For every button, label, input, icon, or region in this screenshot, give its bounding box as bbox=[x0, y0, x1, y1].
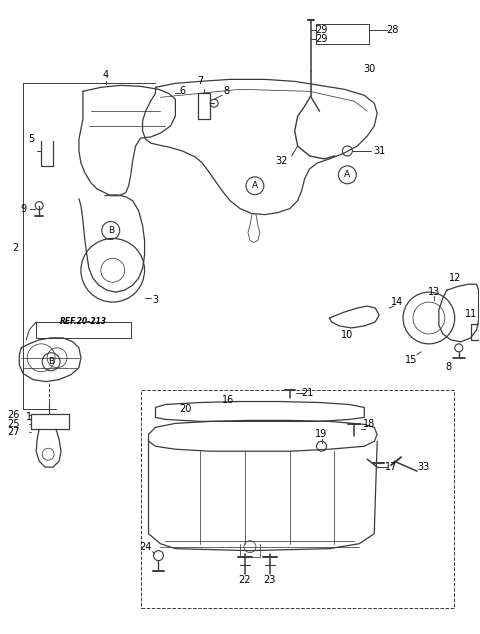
Text: 22: 22 bbox=[239, 576, 251, 585]
Text: 20: 20 bbox=[179, 404, 192, 415]
Text: 19: 19 bbox=[315, 429, 328, 439]
Text: 24: 24 bbox=[139, 541, 152, 552]
Text: A: A bbox=[252, 181, 258, 190]
Text: 28: 28 bbox=[386, 25, 398, 35]
Text: 33: 33 bbox=[418, 462, 430, 472]
Text: 8: 8 bbox=[446, 362, 452, 372]
Text: 4: 4 bbox=[103, 70, 109, 81]
Text: B: B bbox=[48, 357, 54, 366]
Text: REF.20-213: REF.20-213 bbox=[60, 318, 107, 327]
Text: 16: 16 bbox=[222, 394, 234, 404]
Text: 3: 3 bbox=[153, 295, 158, 305]
Text: 8: 8 bbox=[223, 86, 229, 96]
Text: 2: 2 bbox=[12, 243, 18, 254]
Text: 25: 25 bbox=[7, 419, 19, 429]
Bar bbox=[141, 389, 454, 608]
Text: B: B bbox=[108, 226, 114, 235]
Text: 29: 29 bbox=[315, 34, 328, 44]
Text: 29: 29 bbox=[315, 25, 328, 35]
Text: 32: 32 bbox=[276, 156, 288, 166]
Text: 18: 18 bbox=[363, 419, 375, 429]
Text: 6: 6 bbox=[179, 86, 185, 96]
Text: 10: 10 bbox=[341, 330, 353, 340]
Text: 26: 26 bbox=[7, 410, 19, 420]
Text: 15: 15 bbox=[405, 355, 417, 365]
Text: 21: 21 bbox=[301, 387, 314, 398]
Text: 1: 1 bbox=[26, 412, 32, 422]
Text: 14: 14 bbox=[391, 297, 403, 307]
Text: 31: 31 bbox=[373, 146, 385, 156]
Text: 12: 12 bbox=[449, 273, 461, 283]
Text: 17: 17 bbox=[385, 462, 397, 472]
Text: 27: 27 bbox=[7, 427, 19, 437]
Text: A: A bbox=[344, 171, 350, 179]
Text: 5: 5 bbox=[28, 134, 35, 144]
Text: 30: 30 bbox=[363, 65, 375, 74]
Text: 23: 23 bbox=[264, 576, 276, 585]
Text: 9: 9 bbox=[20, 204, 26, 214]
Text: 13: 13 bbox=[428, 287, 440, 297]
Text: 7: 7 bbox=[197, 76, 204, 86]
Text: 11: 11 bbox=[465, 309, 477, 319]
